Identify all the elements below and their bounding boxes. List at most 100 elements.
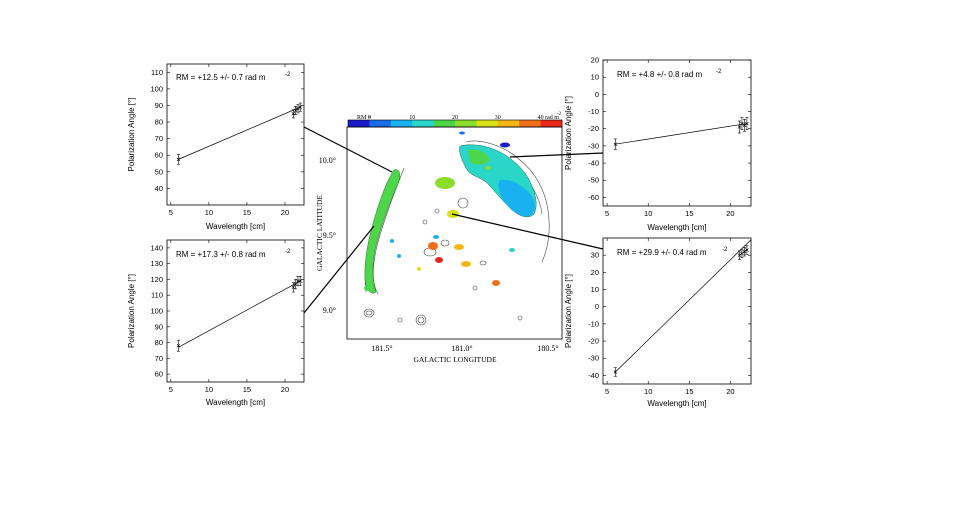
x-tick-label: 10 [205, 208, 213, 217]
plot-marks: 5 10 15 20 -40 -30 -20 -10 0 10 20 30 [588, 238, 752, 396]
x-tick-label: 15 [685, 209, 693, 218]
y-axis-label: Polarization Angle [°] [127, 98, 136, 172]
fit-line [615, 123, 747, 145]
rm-region-blue [459, 131, 465, 135]
data-point [737, 125, 742, 129]
y-tick-label: 130 [150, 259, 163, 268]
data-point [745, 248, 749, 252]
rm-colorbar [347, 119, 563, 128]
plot-frame [602, 237, 752, 385]
data-point [176, 157, 181, 162]
y-tick-label: 50 [155, 167, 163, 176]
rm-plot-top-right: RM = +4.8 +/- 0.8 rad m -2 Wavelength [c… [564, 56, 752, 232]
y-tick-label: 20 [591, 56, 599, 65]
colorbar-tick-label: 30 [495, 115, 501, 121]
colorbar-unit-exponent: -2 [557, 112, 562, 117]
map-y-tick: 9.5° [323, 231, 336, 240]
y-tick-label: 90 [155, 101, 163, 110]
map-y-axis-label: GALACTIC LATITUDE [315, 195, 324, 271]
y-tick-label: 90 [155, 322, 163, 331]
source-contour [479, 260, 487, 266]
x-tick-label: 15 [243, 385, 251, 394]
colorbar-segment [412, 120, 434, 127]
rm-region-cyan [397, 254, 401, 258]
data-point [740, 251, 744, 256]
rm-region-cyan [390, 239, 394, 243]
rm-annotation-exponent: -2 [722, 247, 728, 253]
rm-region-red [435, 257, 443, 263]
y-tick-label: -50 [588, 176, 599, 185]
rm-region-green [364, 285, 372, 291]
intensity-contours [363, 140, 550, 326]
connector-top-left [303, 126, 393, 173]
x-axis-label: Wavelength [cm] [206, 222, 265, 231]
colorbar-prefix: RM = [357, 115, 372, 121]
data-point [293, 108, 298, 113]
y-tick-label: -60 [588, 193, 599, 202]
x-tick-label: 20 [281, 385, 289, 394]
x-axis-label: Wavelength [cm] [206, 398, 265, 407]
y-tick-label: 0 [595, 90, 599, 99]
y-tick-label: 70 [155, 134, 163, 143]
shell-rm-region-green [468, 149, 490, 165]
x-tick-label: 5 [169, 385, 173, 394]
data-point [742, 123, 747, 127]
rm-regions [364, 131, 537, 294]
map-frame [346, 126, 563, 340]
source-contour [363, 308, 375, 318]
map-y-tick: 9.0° [323, 306, 336, 315]
rm-region-cyan [509, 248, 515, 252]
rm-plot-top-left: RM = +12.5 +/- 0.7 rad m -2 Wavelength [… [127, 63, 305, 231]
x-axis-label: Wavelength [cm] [647, 399, 706, 408]
colorbar-segment [348, 120, 370, 127]
y-tick-label: 10 [591, 73, 599, 82]
plot-frame [166, 63, 305, 206]
data-point [737, 253, 742, 257]
x-axis-label: Wavelength [cm] [647, 223, 706, 232]
rm-annotation-exponent: -2 [285, 72, 291, 78]
colorbar-tick-label: 40 rad m [538, 115, 560, 121]
y-tick-label: 70 [155, 354, 163, 363]
shell-contour [465, 140, 550, 263]
y-axis-label: Polarization Angle [°] [564, 96, 573, 170]
colorbar-segment [540, 120, 563, 127]
data-point [176, 343, 181, 348]
x-tick-label: 10 [644, 387, 652, 396]
rm-region-orange [454, 244, 464, 250]
data-point [742, 250, 747, 254]
colorbar-segment [433, 120, 456, 127]
map-x-tick: 181.5° [371, 344, 392, 353]
map-y-tick: 10.0° [319, 156, 336, 165]
fit-line [615, 239, 752, 373]
y-tick-label: 110 [151, 291, 163, 300]
y-tick-label: 120 [150, 275, 163, 284]
y-tick-label: -40 [588, 371, 599, 380]
rm-region-yellow [417, 267, 421, 271]
y-tick-label: 60 [155, 151, 163, 160]
source-contour-inner [417, 316, 425, 324]
source-contour [472, 285, 478, 291]
x-tick-label: 5 [605, 209, 609, 218]
source-contour [422, 219, 428, 225]
shell-rm-region-blue [498, 179, 535, 217]
y-tick-label: 100 [150, 84, 163, 93]
x-tick-label: 15 [243, 208, 251, 217]
data-point [291, 285, 296, 290]
x-tick-label: 20 [281, 208, 289, 217]
x-tick-label: 20 [726, 387, 734, 396]
source-contour-inner [365, 310, 373, 316]
y-tick-label: 20 [591, 268, 599, 277]
rm-annotation-exponent: -2 [285, 249, 291, 255]
connector-top-right [509, 152, 604, 158]
x-tick-label: 5 [605, 387, 609, 396]
map-x-axis-label: GALACTIC LONGITUDE [413, 355, 497, 364]
y-tick-label: 110 [151, 68, 163, 77]
y-tick-label: -30 [588, 354, 599, 363]
colorbar-segment [369, 120, 392, 127]
plot-frame [602, 59, 752, 207]
rm-region-orange [428, 242, 438, 250]
data-point [745, 121, 749, 126]
y-tick-label: -10 [588, 107, 599, 116]
x-tick-label: 10 [205, 385, 213, 394]
